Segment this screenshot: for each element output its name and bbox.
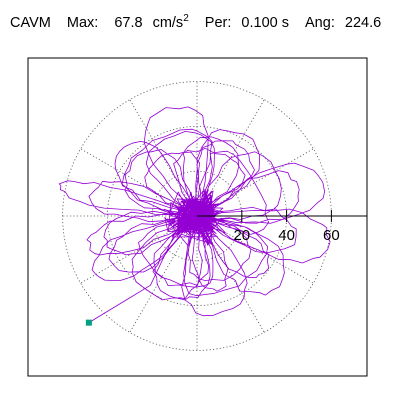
trajectory-group bbox=[58, 106, 331, 323]
plot-frame bbox=[27, 57, 368, 377]
period-value: 0.100 s bbox=[241, 15, 289, 31]
trajectory-trace bbox=[58, 106, 331, 323]
grid-spoke bbox=[196, 215, 314, 284]
max-value: 67.8 bbox=[114, 15, 143, 31]
radial-tick-label: 40 bbox=[278, 227, 295, 244]
period-label: Per: bbox=[204, 15, 232, 31]
radial-tick-label: 20 bbox=[233, 227, 250, 244]
max-label: Max: bbox=[66, 15, 99, 31]
radial-tick-label: 60 bbox=[323, 227, 340, 244]
max-unit-exponent: 2 bbox=[183, 13, 189, 24]
marker-group bbox=[85, 319, 92, 326]
chart-header: CAVM Max: 67.8 cm/s2 Per: 0.100 s Ang: 2… bbox=[10, 14, 381, 32]
max-unit: cm/s bbox=[152, 15, 184, 31]
radial-axis: 20 40 60 bbox=[197, 210, 367, 244]
station-name: CAVM bbox=[10, 15, 51, 31]
max-point-marker bbox=[85, 319, 92, 326]
angle-value: 224.6 bbox=[344, 15, 382, 31]
angle-label: Ang: bbox=[305, 15, 335, 31]
